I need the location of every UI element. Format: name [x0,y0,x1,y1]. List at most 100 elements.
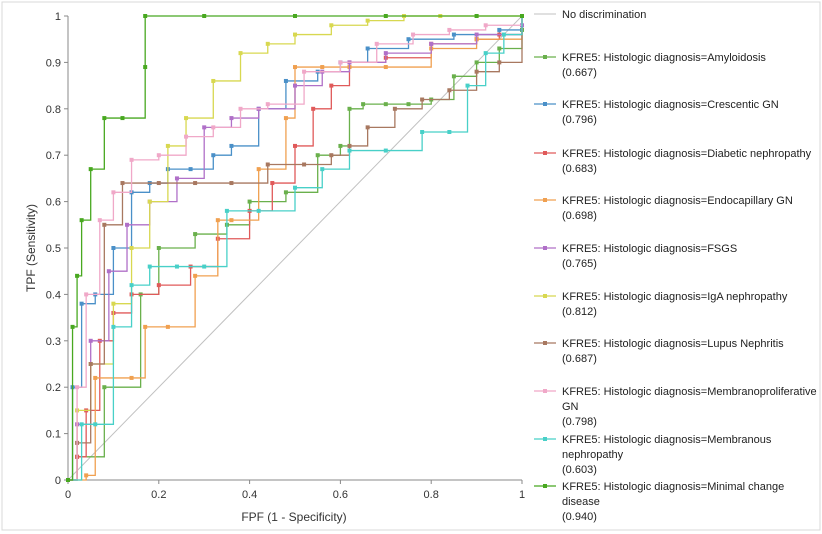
roc-point [347,106,352,111]
roc-point [193,273,198,278]
legend-swatch-marker [543,246,547,250]
tick-labels: 0 0.1 0.2 0.3 0.4 0.5 0.6 0.7 0.8 0.9 1 0 0.2 0.4 0.6 0… [46,11,525,501]
roc-point [497,46,502,51]
roc-point [365,125,370,130]
roc-point [75,385,80,390]
roc-point [361,102,366,107]
roc-point [174,264,179,269]
roc-point [174,176,179,181]
roc-point [338,143,343,148]
roc-point [125,222,130,227]
roc-point [483,23,488,28]
legend-label: KFRE5: Histologic diagnosis=Endocapillar… [562,195,793,207]
roc-point [193,232,198,237]
legend-auc-value: (0.765) [562,258,597,270]
roc-series-line [68,16,523,481]
legend: No discrimination KFRE5: Histologic diagn… [534,9,817,523]
roc-point [66,478,70,482]
y-tick-label: 0.7 [46,150,61,162]
roc-point [320,65,325,70]
roc-point [497,27,502,32]
roc-point [497,60,502,65]
roc-point [520,14,524,18]
roc-point [106,269,111,274]
roc-point [474,60,479,65]
roc-point [265,41,270,46]
roc-point [383,102,388,107]
y-tick-label: 0 [55,475,61,487]
roc-point [420,130,425,134]
roc-point [88,338,93,343]
roc-point [329,23,334,28]
roc-point [447,88,452,93]
roc-point [211,153,216,158]
legend-swatch-marker [543,484,547,488]
reference-line-layer [67,15,523,481]
roc-point [224,208,229,213]
roc-series-9 [66,14,524,482]
no-discrimination-line [67,15,523,481]
legend-auc-value: (0.667) [562,67,597,79]
roc-point [447,27,452,32]
roc-point [143,65,148,70]
legend-auc-value: (0.798) [562,416,597,428]
roc-point [383,65,388,70]
roc-point [93,422,98,427]
legend-auc-value: (0.603) [562,464,597,476]
legend-entry-5: KFRE5: Histologic diagnosis=IgA nephropa… [534,291,788,318]
roc-point [465,83,470,88]
roc-point [293,185,297,190]
roc-point [347,148,352,153]
roc-point [193,181,198,186]
roc-point [184,116,189,121]
roc-point [406,102,411,107]
roc-point [156,153,161,158]
x-tick-label: 0 [65,489,71,501]
roc-point [392,106,397,111]
roc-point [70,324,75,329]
roc-point [111,190,116,195]
legend-entry-0: KFRE5: Histologic diagnosis=Amyloidosis (… [534,52,766,79]
roc-point [383,148,388,153]
roc-point [120,116,125,121]
roc-point [79,218,84,223]
roc-point [79,301,84,306]
roc-point [88,362,93,366]
y-tick-label: 0.5 [46,243,61,255]
legend-label-reference: No discrimination [562,9,646,21]
roc-point [102,385,107,390]
roc-point [156,283,161,288]
legend-auc-value: (0.687) [562,353,597,365]
legend-label: KFRE5: Histologic diagnosis=Diabetic nep… [562,148,812,160]
roc-point [451,32,456,37]
legend-swatch-marker [543,294,547,298]
y-tick-label: 0.1 [46,429,61,441]
legend-label: KFRE5: Histologic diagnosis=FSGS [562,243,737,255]
series-layer [66,14,524,482]
roc-point [474,69,479,74]
roc-point [229,218,234,223]
roc-point [156,181,161,186]
roc-point [329,153,334,158]
roc-series-line [68,16,523,481]
roc-point [229,181,234,186]
roc-point [93,375,98,380]
roc-point [120,181,125,186]
legend-auc-value: (0.940) [562,511,597,523]
legend-swatch-marker [543,198,547,202]
roc-point [111,246,116,250]
legend-label: KFRE5: Histologic diagnosis=Crescentic G… [562,99,779,111]
legend-auc-value: (0.683) [562,163,597,175]
roc-point [102,116,107,121]
roc-point [88,167,93,172]
roc-point [143,14,148,18]
roc-point [293,65,297,70]
x-tick-label: 0.6 [333,489,348,501]
roc-point [329,83,334,88]
x-tick-label: 0.2 [151,489,166,501]
roc-point [420,97,425,102]
roc-point [315,153,320,158]
roc-series-line [68,15,522,481]
